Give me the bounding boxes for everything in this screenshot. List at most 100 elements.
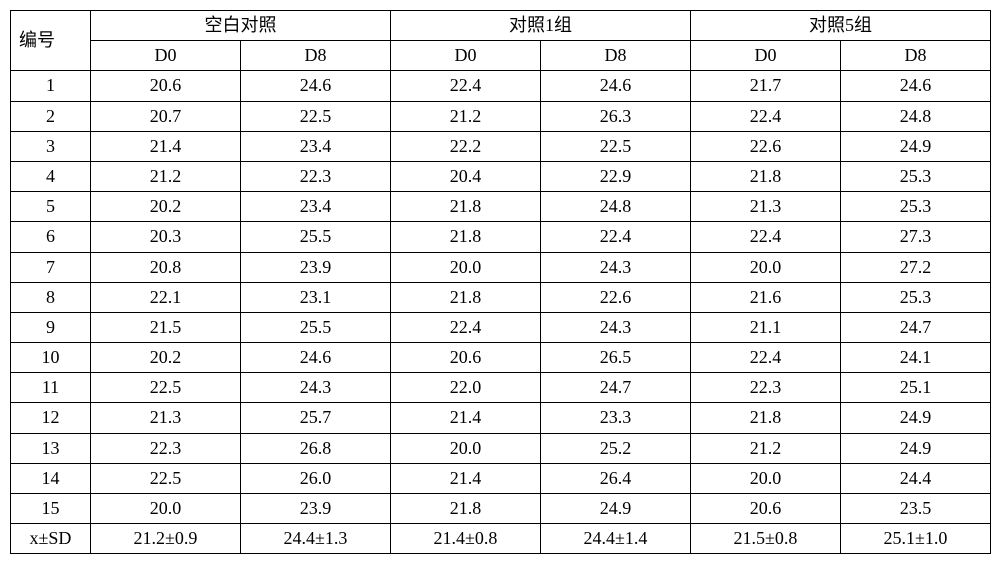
table-row: 620.325.521.822.422.427.3 — [11, 222, 991, 252]
data-cell: 20.0 — [391, 433, 541, 463]
data-cell: 22.3 — [691, 373, 841, 403]
data-cell: 24.3 — [541, 312, 691, 342]
row-id: 12 — [11, 403, 91, 433]
header-group-1: 对照1组 — [391, 11, 691, 41]
header-group-2: 对照5组 — [691, 11, 991, 41]
data-cell: 22.4 — [391, 312, 541, 342]
data-cell: 25.3 — [841, 161, 991, 191]
data-cell: 24.6 — [541, 71, 691, 101]
data-cell: 22.4 — [691, 101, 841, 131]
data-cell: 26.3 — [541, 101, 691, 131]
table-row: 421.222.320.422.921.825.3 — [11, 161, 991, 191]
data-cell: 22.5 — [91, 463, 241, 493]
data-cell: 22.9 — [541, 161, 691, 191]
data-cell: 21.8 — [391, 282, 541, 312]
data-cell: 25.5 — [241, 312, 391, 342]
table-row: 1122.524.322.024.722.325.1 — [11, 373, 991, 403]
header-sub: D8 — [841, 41, 991, 71]
table-row: 1422.526.021.426.420.024.4 — [11, 463, 991, 493]
data-cell: 22.3 — [91, 433, 241, 463]
summary-row: x±SD21.2±0.924.4±1.321.4±0.824.4±1.421.5… — [11, 524, 991, 554]
header-sub: D8 — [541, 41, 691, 71]
row-id: 14 — [11, 463, 91, 493]
data-cell: 24.9 — [841, 403, 991, 433]
data-cell: 20.3 — [91, 222, 241, 252]
header-sub: D0 — [391, 41, 541, 71]
table-row: 120.624.622.424.621.724.6 — [11, 71, 991, 101]
data-cell: 23.4 — [241, 192, 391, 222]
data-cell: 20.7 — [91, 101, 241, 131]
data-cell: 22.4 — [541, 222, 691, 252]
row-id: 13 — [11, 433, 91, 463]
data-cell: 21.2 — [391, 101, 541, 131]
table-row: 1221.325.721.423.321.824.9 — [11, 403, 991, 433]
data-cell: 21.8 — [391, 494, 541, 524]
data-cell: 27.3 — [841, 222, 991, 252]
data-cell: 20.0 — [691, 252, 841, 282]
row-id: 5 — [11, 192, 91, 222]
data-cell: 24.6 — [841, 71, 991, 101]
summary-cell: 24.4±1.4 — [541, 524, 691, 554]
data-cell: 21.8 — [391, 222, 541, 252]
data-cell: 24.7 — [841, 312, 991, 342]
data-cell: 20.8 — [91, 252, 241, 282]
row-id: 11 — [11, 373, 91, 403]
data-cell: 22.4 — [691, 222, 841, 252]
summary-cell: 25.1±1.0 — [841, 524, 991, 554]
data-cell: 21.8 — [391, 192, 541, 222]
header-id: 编号 — [11, 11, 91, 71]
data-cell: 27.2 — [841, 252, 991, 282]
row-id: 6 — [11, 222, 91, 252]
data-cell: 24.9 — [841, 433, 991, 463]
data-cell: 24.6 — [241, 343, 391, 373]
data-cell: 23.5 — [841, 494, 991, 524]
data-table: 编号 空白对照 对照1组 对照5组 D0 D8 D0 D8 D0 D8 120.… — [10, 10, 991, 554]
data-cell: 22.5 — [541, 131, 691, 161]
summary-cell: 24.4±1.3 — [241, 524, 391, 554]
header-sub: D0 — [691, 41, 841, 71]
table-row: 321.423.422.222.522.624.9 — [11, 131, 991, 161]
data-cell: 20.4 — [391, 161, 541, 191]
data-cell: 20.6 — [391, 343, 541, 373]
table-body: 120.624.622.424.621.724.6220.722.521.226… — [11, 71, 991, 554]
data-cell: 22.4 — [691, 343, 841, 373]
data-cell: 22.4 — [391, 71, 541, 101]
data-cell: 23.3 — [541, 403, 691, 433]
header-sub: D0 — [91, 41, 241, 71]
data-cell: 22.6 — [691, 131, 841, 161]
data-cell: 22.1 — [91, 282, 241, 312]
data-cell: 22.2 — [391, 131, 541, 161]
data-cell: 23.9 — [241, 252, 391, 282]
data-cell: 21.3 — [91, 403, 241, 433]
data-cell: 25.1 — [841, 373, 991, 403]
table-row: 220.722.521.226.322.424.8 — [11, 101, 991, 131]
row-id: 9 — [11, 312, 91, 342]
data-cell: 24.8 — [541, 192, 691, 222]
data-cell: 23.9 — [241, 494, 391, 524]
table-row: 520.223.421.824.821.325.3 — [11, 192, 991, 222]
data-cell: 25.5 — [241, 222, 391, 252]
data-cell: 22.5 — [241, 101, 391, 131]
data-cell: 23.1 — [241, 282, 391, 312]
summary-cell: 21.5±0.8 — [691, 524, 841, 554]
table-row: 1322.326.820.025.221.224.9 — [11, 433, 991, 463]
table-row: 1520.023.921.824.920.623.5 — [11, 494, 991, 524]
row-id: 4 — [11, 161, 91, 191]
data-cell: 21.8 — [691, 403, 841, 433]
data-cell: 25.3 — [841, 192, 991, 222]
table-row: 921.525.522.424.321.124.7 — [11, 312, 991, 342]
data-cell: 24.7 — [541, 373, 691, 403]
data-cell: 26.0 — [241, 463, 391, 493]
data-cell: 21.8 — [691, 161, 841, 191]
data-cell: 25.7 — [241, 403, 391, 433]
data-cell: 20.0 — [691, 463, 841, 493]
data-cell: 22.5 — [91, 373, 241, 403]
row-id: 10 — [11, 343, 91, 373]
data-cell: 22.6 — [541, 282, 691, 312]
data-cell: 26.4 — [541, 463, 691, 493]
data-cell: 24.8 — [841, 101, 991, 131]
data-cell: 24.4 — [841, 463, 991, 493]
data-cell: 20.2 — [91, 343, 241, 373]
row-id: 3 — [11, 131, 91, 161]
data-cell: 24.9 — [541, 494, 691, 524]
